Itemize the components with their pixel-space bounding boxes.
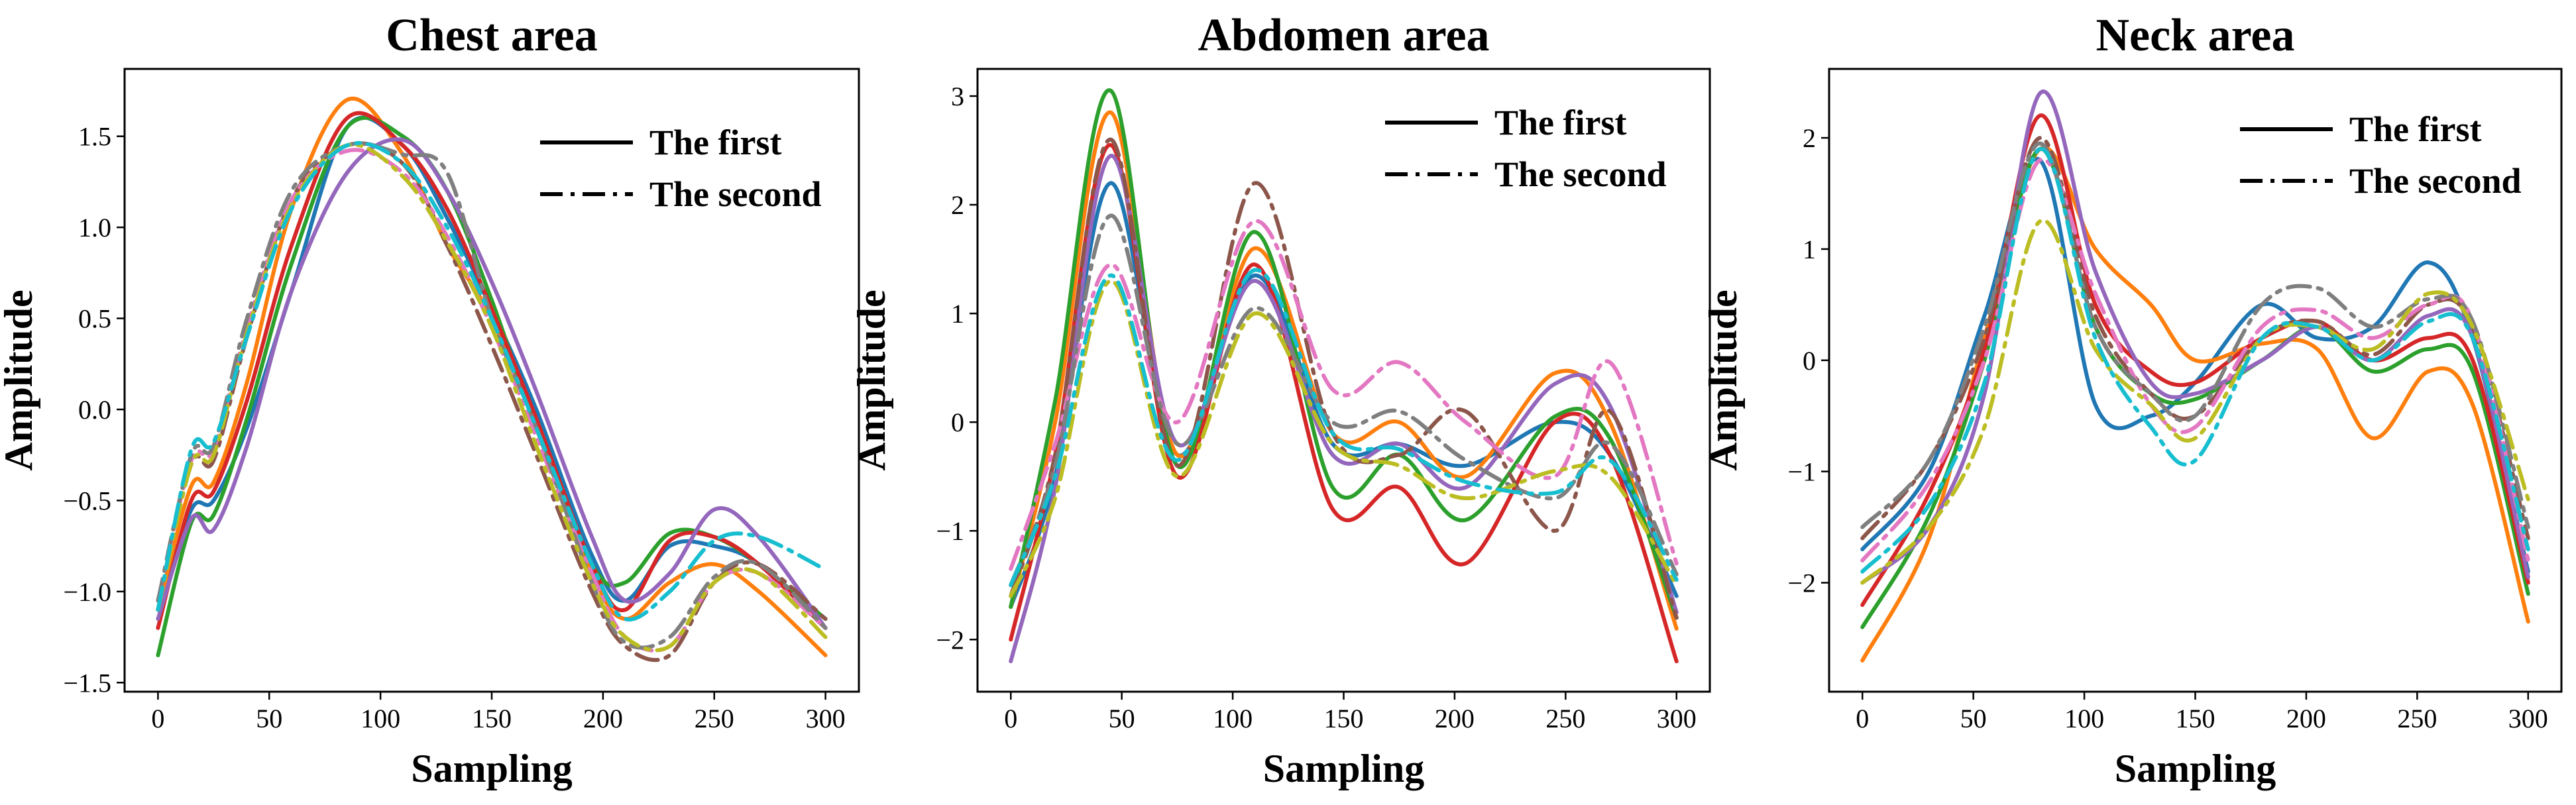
y-tick-label: −2 (1787, 568, 1816, 598)
plot-frame (123, 68, 860, 693)
y-axis-label: Amplitude (850, 290, 893, 470)
x-tick-label: 200 (583, 704, 623, 733)
y-tick-label: 2 (951, 190, 964, 220)
y-tick-label: 1 (951, 299, 964, 329)
series-line-5 (1009, 154, 1679, 664)
series-line-1 (1860, 156, 2530, 574)
series-line-4 (1009, 142, 1679, 664)
x-tick-label: 100 (1213, 704, 1253, 733)
series-line-7 (1009, 219, 1679, 571)
series-line-9 (156, 142, 828, 653)
chart-title: Chest area (386, 10, 597, 61)
x-axis-label: Sampling (2115, 747, 2276, 790)
y-tick-label: 0.0 (78, 395, 111, 425)
y-tick-label: 0 (951, 407, 964, 437)
x-tick-label: 200 (1435, 704, 1475, 733)
series-line-10 (1009, 268, 1679, 588)
chart-title: Neck area (2096, 10, 2295, 61)
series-group (156, 96, 828, 663)
y-tick-label: 2 (1803, 123, 1816, 153)
x-axis-label: Sampling (411, 747, 572, 790)
series-line-10 (1860, 146, 2530, 574)
legend-entry-label: The first (649, 123, 781, 162)
x-tick-label: 100 (2064, 704, 2104, 733)
y-tick-label: 1 (1803, 235, 1816, 264)
series-line-8 (1009, 213, 1679, 588)
x-tick-label: 0 (151, 704, 164, 733)
x-tick-label: 300 (2508, 704, 2548, 733)
x-tick-label: 150 (472, 704, 512, 733)
y-tick-label: −0.5 (63, 486, 111, 515)
y-tick-label: 1.5 (78, 122, 111, 152)
x-tick-label: 100 (361, 704, 400, 733)
legend: The first The second (540, 123, 822, 214)
y-tick-label: −1 (936, 516, 964, 546)
x-tick-label: 50 (1960, 704, 1987, 733)
plot-frame (1828, 68, 2563, 693)
series-line-7 (1860, 157, 2530, 563)
legend: The first The second (1385, 103, 1667, 194)
series-group (1860, 89, 2530, 663)
legend-entry-label: The second (1494, 154, 1667, 194)
y-tick-label: −1.0 (63, 577, 111, 607)
x-tick-label: 300 (806, 704, 846, 733)
chart-panel-3: Neck area Sampling Amplitude 0 50 100 150 200 25… (1701, 10, 2563, 790)
series-line-10 (156, 140, 828, 622)
series-line-6 (1009, 137, 1679, 620)
series-line-4 (1860, 113, 2530, 608)
series-line-9 (1860, 218, 2530, 585)
y-axis-label: Amplitude (1701, 290, 1745, 470)
series-line-9 (1009, 278, 1679, 598)
x-tick-label: 150 (2176, 704, 2215, 733)
y-tick-label: 1.0 (78, 213, 111, 242)
x-tick-label: 200 (2286, 704, 2326, 733)
series-line-4 (156, 111, 828, 630)
x-tick-label: 150 (1324, 704, 1364, 733)
chart-panel-1: Chest area Sampling Amplitude 0 50 100 150 200 2… (0, 10, 860, 790)
chart-title: Abdomen area (1198, 10, 1489, 61)
y-axis-label: Amplitude (0, 290, 40, 470)
x-tick-label: 50 (256, 704, 282, 733)
legend-entry-label: The first (1494, 103, 1626, 142)
y-tick-label: 3 (951, 81, 964, 111)
x-tick-label: 250 (695, 704, 734, 733)
x-tick-label: 50 (1109, 704, 1135, 733)
series-line-8 (1860, 141, 2530, 529)
legend-entry-label: The second (2349, 161, 2522, 201)
legend-entry-label: The first (2349, 109, 2481, 149)
series-line-3 (1009, 88, 1679, 620)
y-tick-label: 0.5 (78, 304, 111, 334)
y-tick-label: 0 (1803, 346, 1816, 376)
series-line-8 (156, 141, 828, 650)
legend: The first The second (2240, 109, 2522, 201)
x-axis-label: Sampling (1263, 747, 1424, 790)
x-tick-label: 250 (2397, 704, 2437, 733)
x-tick-label: 300 (1657, 704, 1697, 733)
y-tick-label: −1.5 (63, 668, 111, 698)
y-tick-label: −2 (936, 625, 964, 655)
plot-frame (976, 68, 1711, 693)
x-tick-label: 0 (1856, 704, 1869, 733)
series-line-3 (1860, 146, 2530, 629)
x-tick-label: 0 (1004, 704, 1017, 733)
series-line-5 (1860, 89, 2530, 585)
series-group (1009, 88, 1679, 664)
x-tick-label: 250 (1545, 704, 1585, 733)
series-line-2 (1860, 145, 2530, 663)
y-tick-label: −1 (1787, 457, 1816, 487)
legend-entry-label: The second (649, 174, 822, 214)
